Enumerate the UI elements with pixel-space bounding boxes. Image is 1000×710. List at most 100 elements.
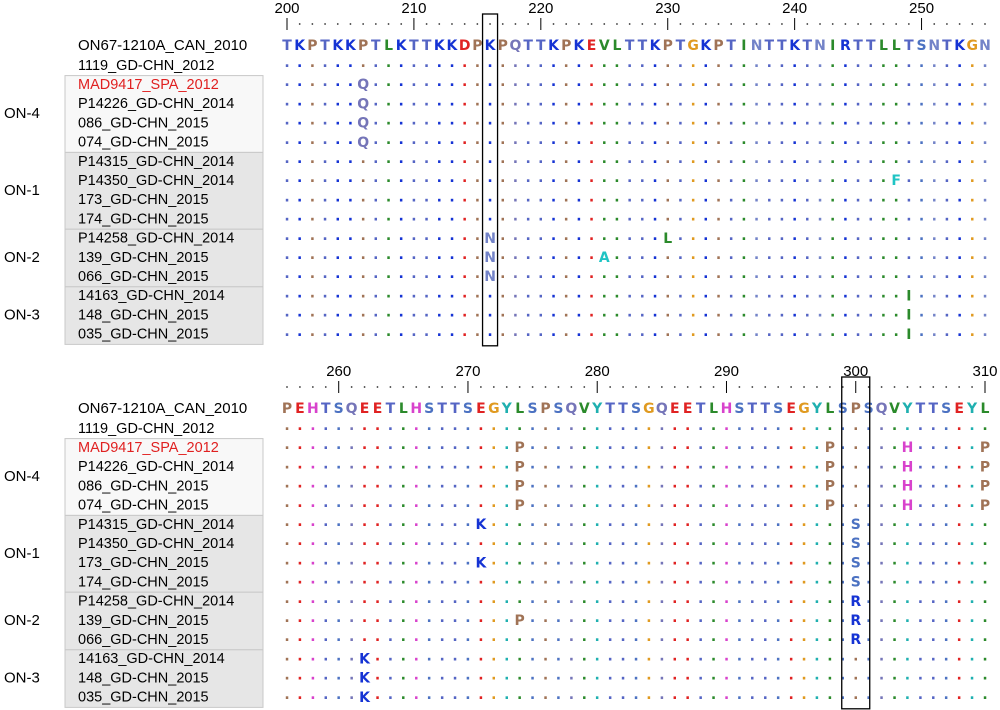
sequence-row: ................N.............L.........… <box>284 228 987 247</box>
ruler-dot <box>603 23 606 25</box>
ruler-dot <box>387 23 390 25</box>
ruler-dot <box>622 386 624 388</box>
ruler-dot <box>441 386 444 388</box>
ruler-label: 290 <box>714 363 739 380</box>
group-label: ON-2 <box>4 249 40 266</box>
sequence-row: ..................P.....................… <box>284 437 990 456</box>
ruler-dot <box>298 23 301 25</box>
ruler-dot <box>673 386 676 388</box>
ruler-dot <box>692 23 695 25</box>
ruler-dot <box>768 23 771 25</box>
group-label: ON-1 <box>4 182 40 199</box>
ruler-dot <box>544 386 547 388</box>
sequence-name: 148_GD-CHN_2015 <box>78 670 209 686</box>
ruler-dot <box>907 23 910 25</box>
sequence-row: ..................P.....................… <box>284 476 990 495</box>
sequence-name: P14350_GD-CHN_2014 <box>78 173 234 189</box>
ruler-dot <box>730 23 733 25</box>
sequence-name: 066_GD-CHN_2015 <box>78 632 209 648</box>
sequence-name: 035_GD-CHN_2015 <box>78 327 209 343</box>
ruler-dot <box>704 23 707 25</box>
ruler-dot <box>492 386 495 388</box>
sequence-row: ........................................… <box>284 418 987 434</box>
sequence-row: ......Q.................................… <box>284 132 987 151</box>
ruler-dot <box>893 386 896 388</box>
sequence-name: P14226_GD-CHN_2014 <box>78 459 234 475</box>
ruler-dot <box>742 23 745 25</box>
group-box <box>64 228 264 288</box>
ruler-dot <box>751 386 754 388</box>
ruler-dot <box>971 386 973 388</box>
ruler-dot <box>400 23 403 25</box>
ruler-dot <box>311 23 314 25</box>
ruler-dot <box>438 23 441 25</box>
ruler-dot <box>958 386 961 388</box>
ruler-dot <box>906 386 909 388</box>
sequence-name: 174_GD-CHN_2015 <box>78 574 209 590</box>
sequence-name: 139_GD-CHN_2015 <box>78 250 209 266</box>
reference-sequence: T K P T K K P T L K T T K KD P K P Q T T K P K E V L T T K P T G K P T I N T T… <box>282 38 991 54</box>
sequence-row: ........................................… <box>284 285 987 304</box>
sequence-name: MAD9417_SPA_2012 <box>78 440 219 456</box>
ruler-dot <box>552 23 555 25</box>
ruler-dot <box>454 386 456 388</box>
sequence-name: 1119_GD-CHN_2012 <box>78 58 214 74</box>
sequence-name: 14163_GD-CHN_2014 <box>78 651 225 667</box>
sequence-name: 173_GD-CHN_2015 <box>78 192 209 208</box>
column-highlight <box>841 376 871 710</box>
ruler-dot <box>463 23 466 25</box>
sequence-row: ........................................… <box>284 189 987 205</box>
sequence-row: ........................................… <box>284 305 987 324</box>
ruler-label: 230 <box>655 0 680 17</box>
ruler-label: 210 <box>401 0 426 17</box>
ruler-dot <box>945 386 948 388</box>
group-label: ON-4 <box>4 105 40 122</box>
sequence-name: P14258_GD-CHN_2014 <box>78 231 234 247</box>
sequence-row: ...............K........................… <box>284 552 987 571</box>
sequence-name: P14258_GD-CHN_2014 <box>78 594 234 610</box>
sequence-row: ......K.................................… <box>284 668 987 687</box>
ruler-dot <box>570 386 573 388</box>
ruler-dot <box>654 23 656 25</box>
ruler-label: 220 <box>528 0 553 17</box>
ruler-dot <box>803 386 805 388</box>
reference-name: ON67-1210A_CAN_2010 <box>78 37 247 54</box>
ruler-dot <box>557 386 560 388</box>
ruler-dot <box>425 23 428 25</box>
sequence-row: ........................................… <box>284 151 987 167</box>
group-box <box>64 514 264 593</box>
ruler-dot <box>428 386 431 388</box>
ruler-dot <box>376 386 379 388</box>
sequence-name: 173_GD-CHN_2015 <box>78 555 209 571</box>
reference-name: ON67-1210A_CAN_2010 <box>78 400 247 417</box>
ruler-dot <box>505 386 508 388</box>
sequence-name: MAD9417_SPA_2012 <box>78 77 219 93</box>
sequence-row: ..................P.....................… <box>284 610 987 629</box>
ruler-dot <box>362 23 365 25</box>
ruler-dot <box>577 23 580 25</box>
ruler-label: 260 <box>326 363 351 380</box>
sequence-name: P14315_GD-CHN_2014 <box>78 517 234 533</box>
ruler-dot <box>764 386 767 388</box>
ruler-dot <box>415 386 418 388</box>
ruler-dot <box>816 386 818 388</box>
ruler-dot <box>590 23 593 25</box>
sequence-row: ......Q.................................… <box>284 113 987 132</box>
ruler-dot <box>324 23 326 25</box>
ruler-dot <box>831 23 834 25</box>
ruler-dot <box>712 386 715 388</box>
ruler-dot <box>895 23 898 25</box>
ruler-dot <box>679 23 682 25</box>
ruler-dot <box>919 386 922 388</box>
sequence-row: ........................................… <box>284 629 987 648</box>
reference-sequence: P E H T S Q E E T L H S T T S E G Y L S P S Q V Y T T S GQ E E T L H S T T S E… <box>282 401 990 417</box>
ruler-dot <box>686 386 689 388</box>
ruler-dot <box>324 386 327 388</box>
sequence-row: ........................................… <box>284 55 987 71</box>
ruler-dot <box>374 23 377 25</box>
sequence-name: 139_GD-CHN_2015 <box>78 613 209 629</box>
sequence-name: P14226_GD-CHN_2014 <box>78 96 234 112</box>
ruler-dot <box>869 23 872 25</box>
sequence-name: P14350_GD-CHN_2014 <box>78 536 234 552</box>
